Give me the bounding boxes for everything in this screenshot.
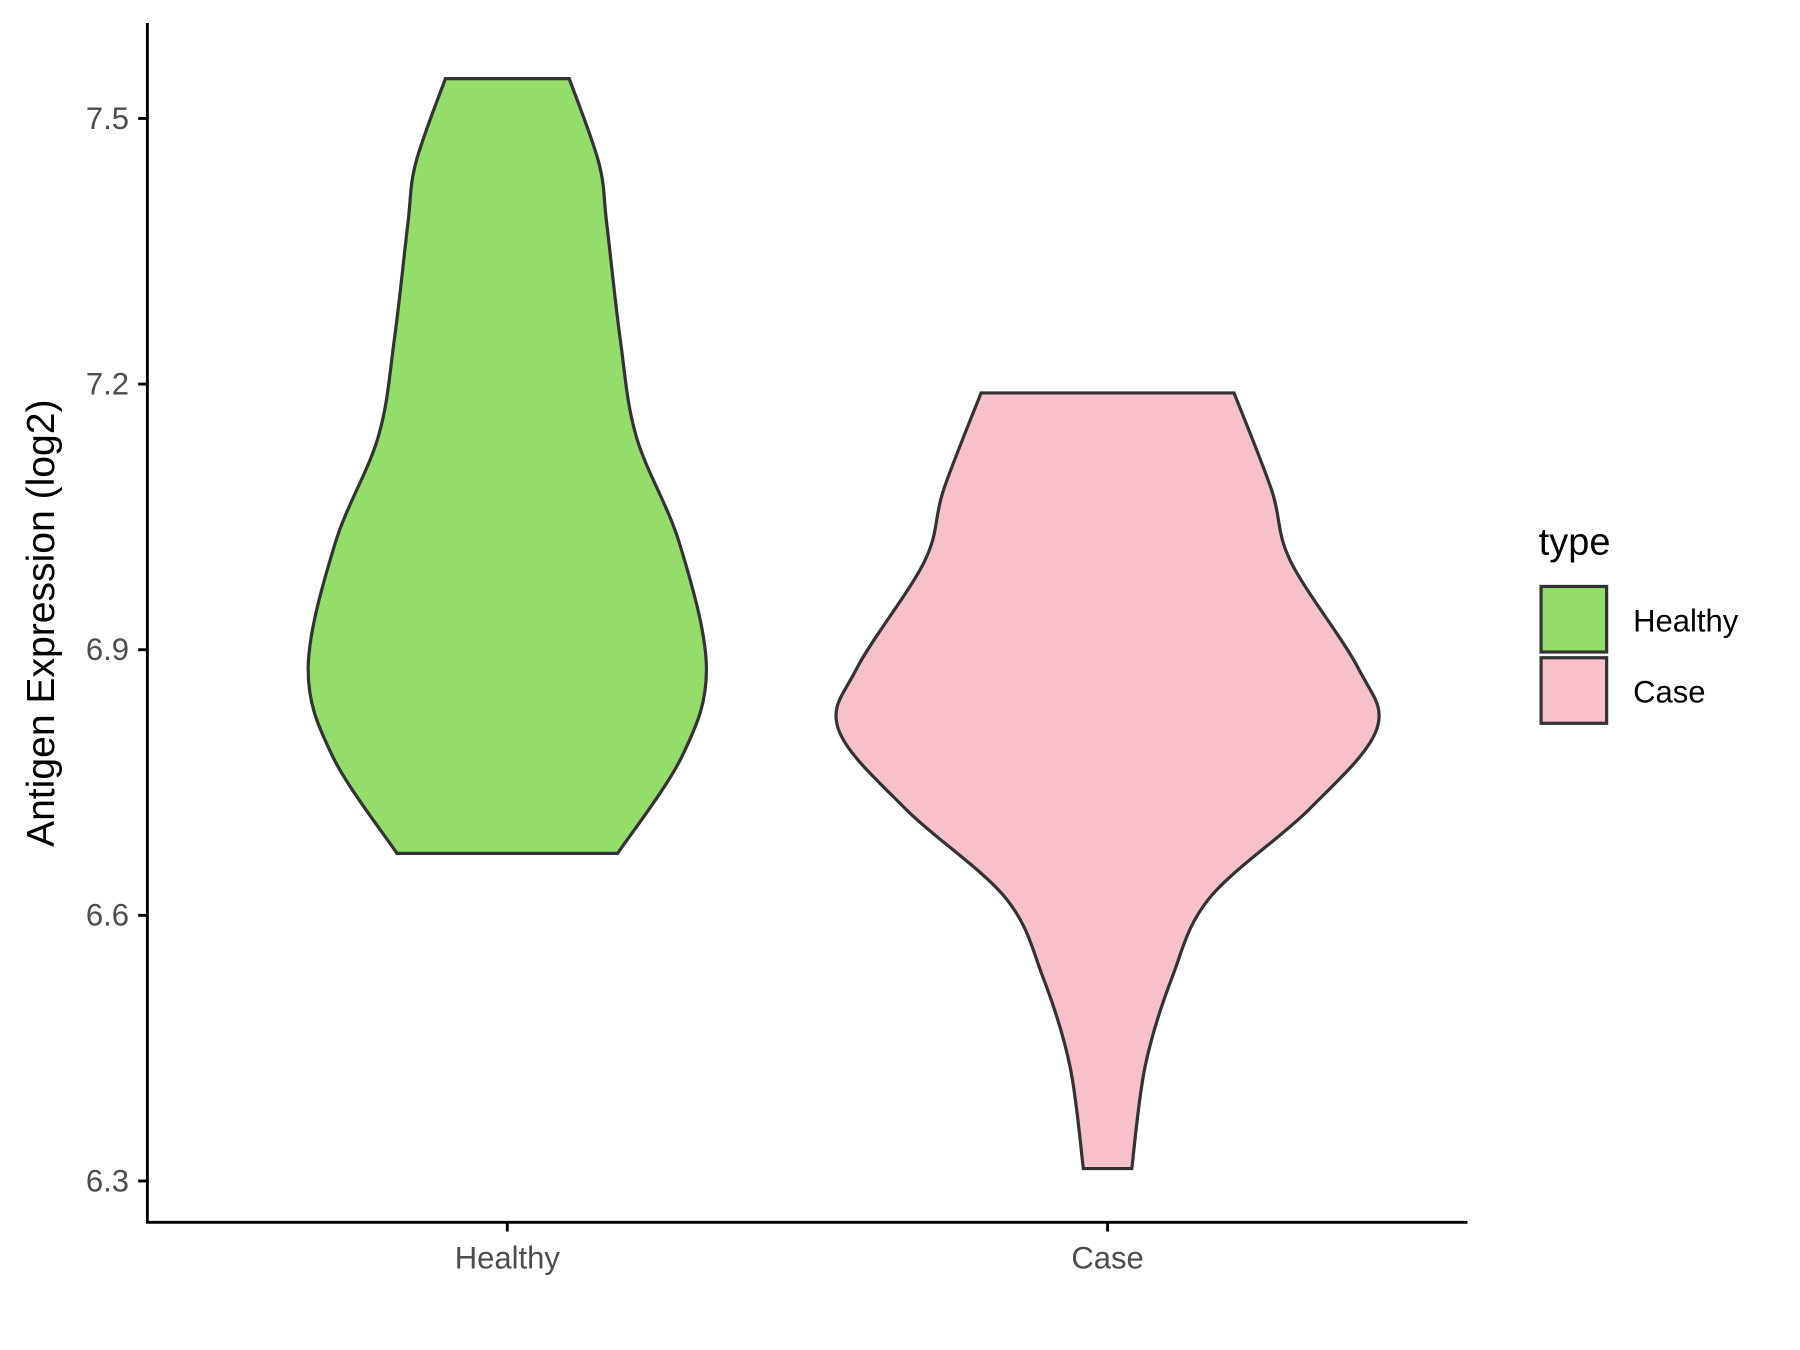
legend-label: Case <box>1633 675 1705 710</box>
x-tick-label: Healthy <box>455 1240 561 1275</box>
y-tick-label: 6.3 <box>86 1163 129 1198</box>
y-tick-label: 7.2 <box>86 366 129 401</box>
legend: Healthy Case <box>1539 584 1739 725</box>
y-tick-label: 7.5 <box>86 101 129 136</box>
violin-healthy <box>306 76 709 855</box>
violins <box>306 76 1381 1171</box>
legend-swatch <box>1539 656 1609 725</box>
violin-case <box>834 391 1381 1171</box>
y-ticks: 6.3 6.6 6.9 7.2 7.5 <box>86 101 148 1198</box>
x-ticks: Healthy Case <box>455 1222 1144 1275</box>
legend-title: type <box>1539 521 1611 563</box>
y-tick-label: 6.6 <box>86 898 129 933</box>
legend-label: Healthy <box>1633 603 1739 638</box>
y-tick-label: 6.9 <box>86 632 129 667</box>
legend-swatch <box>1539 584 1609 654</box>
y-axis-label: Antigen Expression (log2) <box>20 400 63 847</box>
x-tick-label: Case <box>1071 1240 1143 1275</box>
